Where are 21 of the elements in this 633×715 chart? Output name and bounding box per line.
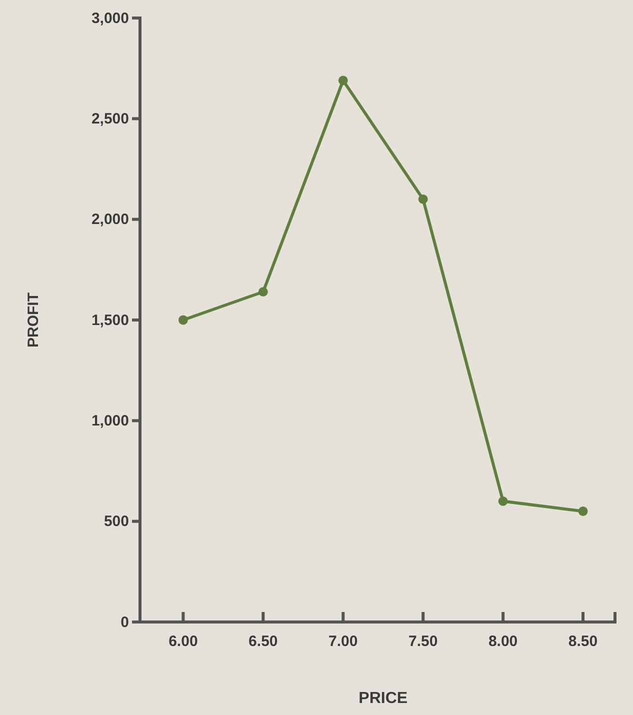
point <box>338 76 348 86</box>
point <box>578 506 588 516</box>
y-tick-label: 3,000 <box>91 10 129 27</box>
y-tick-label: 1,000 <box>91 412 129 430</box>
x-tick-label: 7.50 <box>408 633 438 650</box>
y-tick-label: 0 <box>120 614 129 631</box>
x-tick-label: 6.50 <box>248 633 278 650</box>
y-tick-label: 2,500 <box>91 110 129 128</box>
point <box>498 496 508 506</box>
x-tick-label: 6.00 <box>168 633 198 650</box>
y-tick-label: 500 <box>104 513 129 530</box>
x-axis-title: PRICE <box>358 690 408 707</box>
point <box>418 194 428 204</box>
x-tick-label: 8.50 <box>568 633 598 650</box>
x-tick-label: 7.00 <box>328 633 358 650</box>
point <box>178 315 188 325</box>
x-tick-label: 8.00 <box>488 633 518 650</box>
point <box>258 287 268 297</box>
y-tick-label: 1,500 <box>91 312 129 329</box>
y-tick-label: 2,000 <box>91 211 129 228</box>
y-axis-title: PROFIT <box>25 292 42 348</box>
